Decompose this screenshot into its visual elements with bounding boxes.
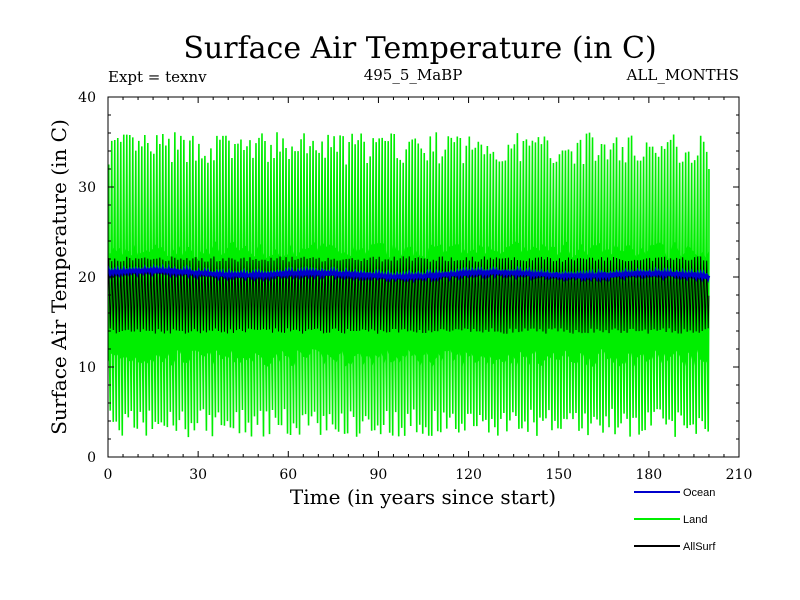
ocean-series-line (108, 263, 711, 284)
legend: Ocean Land AllSurf (634, 487, 716, 553)
experiment-label: Expt = texnv (108, 68, 207, 86)
x-tick-label: 210 (726, 467, 753, 483)
plot-area (108, 132, 711, 438)
legend-item-allsurf: AllSurf (634, 541, 716, 553)
legend-label-land: Land (683, 514, 707, 526)
legend-label-allsurf: AllSurf (683, 541, 716, 553)
land-series-line (108, 132, 710, 438)
chart-title: Surface Air Temperature (in C) (183, 31, 656, 66)
y-tick-label: 30 (78, 180, 96, 196)
legend-label-ocean: Ocean (683, 487, 715, 499)
x-axis-label: Time (in years since start) (290, 485, 556, 509)
x-axis: 0 30 60 90 120 150 180 210 (104, 97, 753, 483)
x-tick-label: 0 (104, 467, 113, 483)
months-label: ALL_MONTHS (626, 66, 739, 84)
y-axis: 0 10 20 30 40 (78, 90, 739, 466)
y-tick-label: 10 (78, 360, 96, 376)
x-tick-label: 150 (545, 467, 572, 483)
y-tick-label: 0 (87, 450, 96, 466)
y-tick-label: 20 (78, 270, 96, 286)
legend-item-ocean: Ocean (634, 487, 715, 499)
x-tick-label: 180 (635, 467, 662, 483)
y-axis-label: Surface Air Temperature (in C) (47, 119, 71, 435)
x-tick-label: 60 (279, 467, 297, 483)
x-tick-label: 90 (370, 467, 388, 483)
x-tick-label: 30 (189, 467, 207, 483)
x-tick-label: 120 (455, 467, 482, 483)
legend-item-land: Land (634, 514, 707, 526)
y-tick-label: 40 (78, 90, 96, 106)
period-label: 495_5_MaBP (364, 66, 463, 84)
